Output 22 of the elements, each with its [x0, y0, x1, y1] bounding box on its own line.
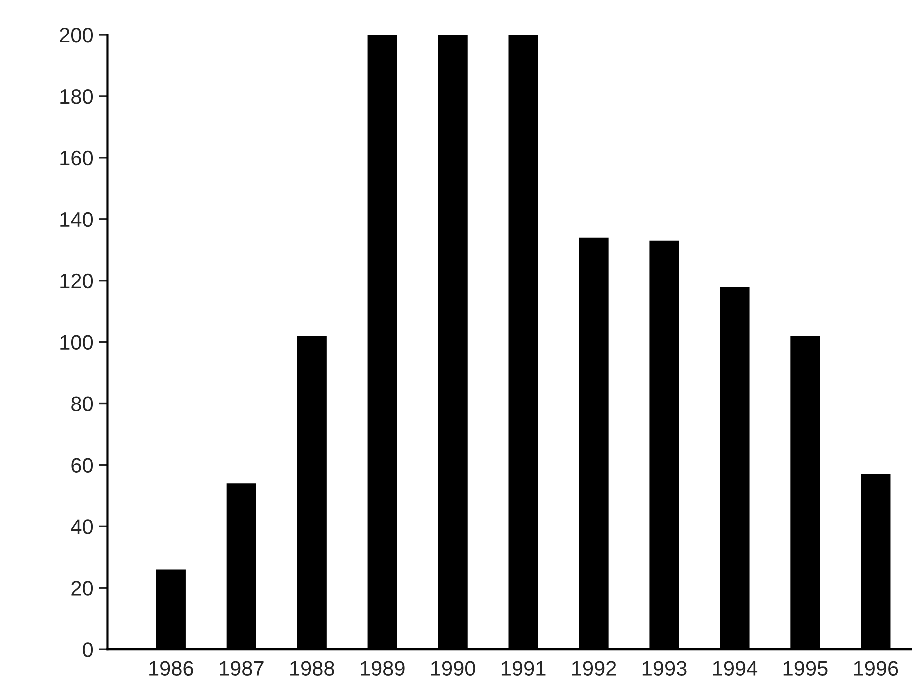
x-tick-label: 1996: [854, 661, 898, 676]
x-tick-label: 1988: [290, 661, 334, 676]
x-tick-label: 1991: [502, 661, 546, 676]
y-tick-label: 20: [72, 581, 94, 596]
y-tick-label: 200: [60, 28, 94, 43]
x-tick-label: 1993: [642, 661, 687, 676]
y-tick-label: 180: [60, 89, 94, 104]
x-tick-label: 1990: [431, 661, 476, 676]
y-tick-label: 160: [60, 150, 94, 166]
y-tick-label: 0: [83, 642, 94, 658]
y-tick-label: 60: [72, 458, 94, 473]
y-tick-label: 100: [60, 335, 94, 350]
x-tick-label: 1994: [713, 661, 758, 676]
x-tick-label: 1989: [361, 661, 405, 676]
y-tick-label: 140: [60, 212, 94, 228]
y-tick-label: 80: [72, 396, 94, 412]
x-tick-label: 1992: [572, 661, 616, 676]
x-tick-label: 1987: [220, 661, 264, 676]
x-tick-label: 1986: [150, 661, 194, 676]
y-tick-label: 120: [60, 274, 94, 289]
x-tick-label: 1995: [784, 661, 828, 676]
y-tick-label: 40: [71, 520, 94, 534]
